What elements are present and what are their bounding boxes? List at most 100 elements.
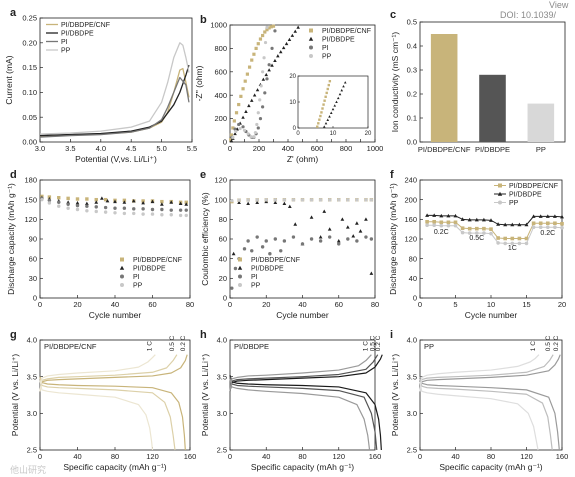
panel-b-xtick-label: 600 — [311, 144, 324, 153]
panel-f-point — [446, 213, 451, 218]
panel-f-xtick-label: 20 — [558, 300, 566, 309]
panel-b-inset-ytick-label: 0 — [293, 126, 297, 132]
panel-a-ytick-label: 0.25 — [22, 14, 37, 23]
panel-d-point — [57, 200, 61, 204]
panel-g-xtick-label: 160 — [184, 452, 197, 461]
legend-e-marker — [238, 257, 242, 262]
panel-b-point — [238, 126, 242, 131]
panel-f-point — [546, 221, 550, 226]
panel-e-ytick-label: 80 — [219, 215, 227, 224]
panel-a-xtick-label: 4.0 — [96, 144, 106, 153]
panel-e-point — [255, 198, 259, 202]
panel-g-ylabel: Potential (V vs. Li/Li⁺) — [10, 354, 20, 437]
panel-e-point — [345, 225, 350, 229]
panel-e-xtick-label: 60 — [335, 300, 343, 309]
panel-h-rate-label: 0.5 C — [370, 335, 377, 351]
panel-c-bar — [527, 103, 555, 142]
panel-g-charge-curve — [39, 354, 178, 392]
legend-b-label: PI — [322, 45, 329, 52]
panel-d-ytick-label: 0 — [33, 294, 37, 303]
panel-b-point — [250, 58, 254, 62]
panel-i-title: PP — [424, 342, 434, 351]
panel-b-point — [231, 126, 235, 130]
panel-g-xtick-label: 0 — [38, 452, 42, 461]
panel-b-point — [256, 111, 260, 115]
legend-f-label: PI/DBDPE/CNF — [509, 183, 558, 190]
view-label[interactable]: View — [549, 0, 569, 10]
panel-b-point — [258, 98, 262, 102]
panel-g-charge-curve — [39, 354, 188, 392]
panel-f-rate-annotation: 0.5C — [469, 235, 484, 242]
panel-b-point — [239, 94, 243, 98]
panel-e-point — [337, 198, 341, 202]
panel-d-point — [75, 203, 80, 208]
panel-b-inset-xtick-label: 10 — [330, 131, 337, 137]
panel-d-point — [85, 204, 89, 208]
panel-f-point — [560, 221, 564, 226]
panel-e-point — [260, 245, 265, 249]
panel-b-point — [245, 72, 249, 76]
panel-b-inset-point — [323, 99, 326, 102]
panel-b-inset-point — [328, 80, 332, 83]
panel-b-point — [276, 54, 280, 58]
panel-d-point — [85, 201, 89, 206]
panel-b-inset-point — [329, 111, 333, 114]
panel-g-discharge-curve — [39, 376, 186, 451]
panel-f-xlabel: Cycle number — [465, 310, 518, 320]
legend-b-marker — [309, 28, 313, 33]
panel-i-discharge-curve — [419, 376, 560, 451]
panel-f-rate-annotation: 0.2C — [540, 230, 555, 237]
panel-d-point — [122, 211, 127, 216]
panel-g-xtick-label: 80 — [111, 452, 119, 461]
panel-d-point — [113, 206, 117, 210]
legend-e-marker — [237, 265, 243, 270]
panel-b-point — [254, 46, 258, 50]
legend-b-label: PP — [322, 54, 332, 61]
panel-g-rate-label: 1 C — [146, 341, 153, 351]
panel-f-point — [546, 225, 550, 229]
panel-a-series-line — [39, 67, 190, 137]
panel-d-point — [66, 206, 70, 210]
panel-g-discharge-curve — [39, 377, 176, 451]
panel-b-inset-point — [336, 96, 340, 100]
panel-e-point — [322, 209, 327, 213]
panel-b-point — [241, 125, 245, 129]
panel-b-point — [258, 37, 263, 41]
panel-f-point — [531, 225, 536, 229]
panel-e-point — [355, 221, 359, 225]
panel-f-point — [432, 223, 437, 228]
panel-b-inset-point — [322, 125, 326, 128]
doi-label[interactable]: DOI: 10.1039/ — [500, 10, 557, 20]
legend-a-label: PP — [61, 48, 71, 55]
panel-f-point — [552, 214, 557, 218]
panel-c-category-label: PI/DBDPE — [475, 145, 510, 154]
panel-h-xlabel: Specific capacity (mAh g⁻¹) — [251, 462, 354, 472]
panel-d-point — [141, 200, 145, 205]
panel-e-point — [282, 239, 287, 243]
panel-d-point — [94, 205, 98, 209]
panel-f-point — [538, 214, 543, 218]
panel-g-rate-label: 0.5 C — [169, 335, 176, 351]
panel-f-point — [467, 226, 472, 231]
panel-a-label: a — [10, 7, 17, 19]
panel-d-xtick-label: 80 — [186, 300, 194, 309]
panel-f-point — [510, 241, 515, 246]
panel-b-inset-point — [326, 118, 330, 121]
panel-i-ylabel: Potential (V vs. Li/Li⁺) — [390, 354, 400, 437]
panel-h-ytick-label: 3.0 — [217, 409, 227, 418]
panel-d-point — [113, 211, 117, 215]
panel-f-point — [460, 230, 465, 235]
panel-f-point — [524, 222, 529, 227]
panel-c-ytick-label: 0.1 — [407, 114, 417, 123]
panel-a-series-line — [39, 42, 190, 135]
panel-a-ytick-label: 0.15 — [22, 63, 37, 72]
legend-d-marker — [120, 283, 124, 287]
panel-b-inset-point — [338, 92, 342, 96]
panel-e-point — [355, 239, 359, 243]
panel-b-point — [269, 25, 273, 29]
panel-f-ylabel: Discharge capacity (mAh g⁻¹) — [388, 183, 398, 295]
panel-b-point — [262, 56, 266, 60]
panel-f-point — [467, 217, 472, 222]
panel-d-point — [160, 202, 164, 206]
panel-e-point — [273, 237, 278, 241]
